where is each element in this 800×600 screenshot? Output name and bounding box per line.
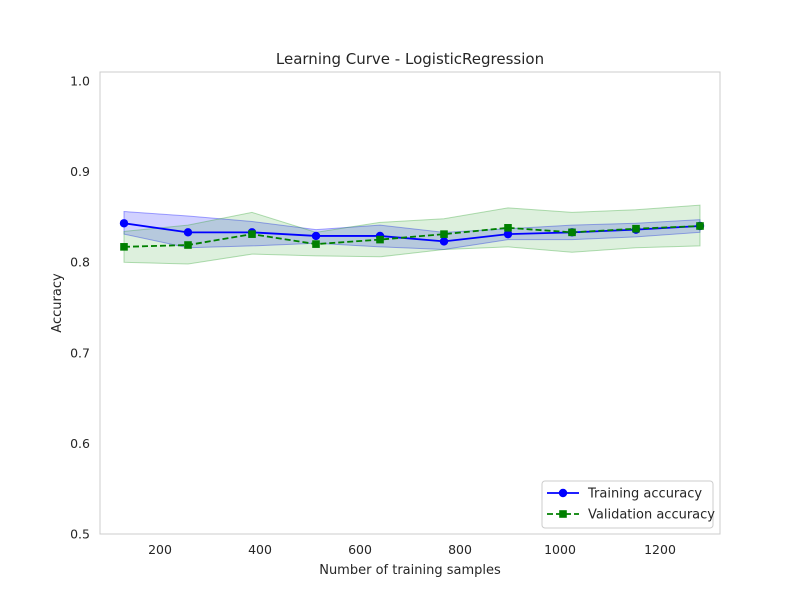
y-axis-ticks: 0.5 0.6 0.7 0.8 0.9 1.0	[70, 74, 90, 542]
x-axis-label: Number of training samples	[319, 563, 501, 578]
legend-label-validation: Validation accuracy	[588, 508, 715, 523]
validation-point	[632, 224, 640, 233]
x-tick-label: 600	[348, 542, 372, 557]
validation-point	[696, 222, 704, 230]
legend-marker-training	[558, 488, 568, 498]
y-tick-label: 0.5	[70, 527, 90, 542]
legend-items: Training accuracy Validation accuracy	[547, 487, 715, 523]
chart-legend: Training accuracy Validation accuracy	[541, 480, 715, 529]
training-point	[503, 229, 513, 239]
series-lines	[123, 222, 701, 248]
series-markers	[119, 219, 705, 251]
x-tick-label: 400	[248, 542, 272, 557]
confidence-band-validation	[123, 204, 701, 265]
y-tick-label: 0.7	[70, 345, 90, 360]
validation-point	[120, 243, 128, 251]
y-tick-label: 1.0	[70, 74, 90, 89]
legend-label-training: Training accuracy	[587, 487, 702, 502]
y-tick-label: 0.6	[70, 436, 90, 451]
validation-point	[440, 230, 448, 238]
series-line-validation	[123, 225, 701, 248]
confidence-bands	[123, 204, 701, 265]
chart-title: Learning Curve - LogisticRegression	[276, 50, 544, 68]
validation-point	[568, 228, 576, 237]
x-tick-label: 1000	[544, 542, 576, 557]
x-tick-label: 1200	[644, 542, 676, 557]
validation-point	[248, 230, 256, 238]
training-point	[311, 231, 321, 241]
y-axis-label: Accuracy	[50, 273, 65, 333]
training-point	[119, 219, 129, 228]
validation-point	[184, 241, 192, 249]
x-tick-label: 800	[448, 542, 472, 557]
legend-marker-validation	[559, 510, 567, 518]
confidence-band-training	[123, 210, 701, 251]
x-axis-ticks: 200 400 600 800 1000 1200	[148, 542, 676, 557]
y-tick-label: 0.9	[70, 164, 90, 179]
x-tick-label: 200	[148, 542, 172, 557]
y-tick-label: 0.8	[70, 255, 90, 270]
legend-frame	[541, 480, 714, 529]
training-point	[439, 237, 449, 246]
training-point	[183, 228, 193, 237]
validation-point	[376, 235, 384, 244]
validation-point	[504, 224, 512, 232]
plot-area	[99, 71, 721, 535]
validation-point	[312, 240, 320, 248]
